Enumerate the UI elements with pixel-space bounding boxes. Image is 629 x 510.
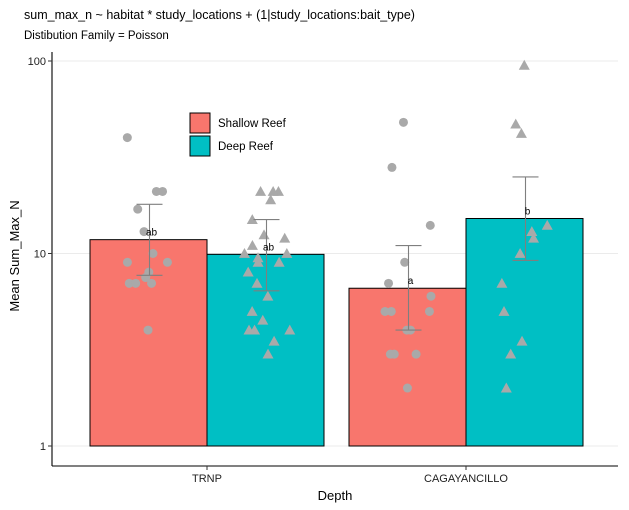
data-point <box>122 133 132 143</box>
data-point <box>516 335 528 346</box>
legend-label: Deep Reef <box>218 141 274 153</box>
data-point <box>515 128 527 138</box>
data-point <box>258 229 270 240</box>
data-point <box>380 306 390 316</box>
data-point <box>144 267 154 277</box>
y-tick-label: 100 <box>28 56 46 68</box>
data-point <box>139 227 149 237</box>
significance-label: ab <box>146 228 158 239</box>
x-tick-label: CAGAYANCILLO <box>424 473 508 485</box>
data-point <box>151 186 161 196</box>
data-point <box>255 185 267 196</box>
x-tick-label: TRNP <box>192 473 222 485</box>
data-point <box>426 291 436 301</box>
plot-area: 1 10 100 TRNP CAGAYANCILLO ab a ab b Shallow Reef… <box>28 52 618 485</box>
data-point <box>242 266 254 277</box>
data-point <box>518 59 530 70</box>
data-point <box>267 185 279 196</box>
data-point <box>257 314 269 325</box>
data-point <box>398 117 408 127</box>
bar <box>206 253 325 447</box>
data-point <box>402 383 412 393</box>
data-point <box>424 306 434 316</box>
data-point <box>131 278 141 288</box>
significance-label: a <box>408 276 414 287</box>
data-point <box>122 257 132 267</box>
data-point <box>148 249 158 258</box>
data-point <box>279 232 291 243</box>
legend-label: Shallow Reef <box>218 118 287 130</box>
data-point <box>385 349 395 359</box>
data-point <box>143 325 153 335</box>
significance-label: ab <box>263 242 275 253</box>
data-point <box>158 186 168 196</box>
data-point <box>246 240 258 250</box>
data-point <box>496 277 508 288</box>
data-point <box>252 252 264 263</box>
data-point <box>510 118 522 129</box>
data-point <box>246 214 258 225</box>
data-point <box>526 226 538 236</box>
y-tick-label: 1 <box>40 441 46 453</box>
x-axis-title: Depth <box>318 488 353 503</box>
chart-subtitle: Distibution Family = Poisson <box>24 30 169 42</box>
legend: Shallow Reef Deep Reef <box>189 112 287 157</box>
y-axis-title: Mean Sum_Max_N <box>7 200 22 311</box>
data-point <box>262 290 274 301</box>
data-point <box>411 349 421 359</box>
data-point <box>500 382 512 393</box>
data-point <box>284 324 296 335</box>
data-point <box>251 277 263 288</box>
legend-key <box>189 112 211 134</box>
data-point <box>384 278 394 288</box>
data-point <box>268 335 280 346</box>
data-point <box>541 219 553 230</box>
data-point <box>246 305 258 316</box>
data-point <box>514 248 526 258</box>
data-point <box>273 256 285 267</box>
data-point <box>528 232 540 243</box>
data-point <box>262 348 274 359</box>
data-point <box>281 248 293 258</box>
significance-label: b <box>525 206 531 217</box>
data-point <box>238 248 250 258</box>
bar <box>465 217 584 447</box>
data-point <box>147 278 157 288</box>
data-point <box>124 278 134 288</box>
bar <box>348 287 467 447</box>
data-point <box>387 162 397 172</box>
data-point <box>498 305 510 316</box>
data-point <box>400 257 410 267</box>
chart-title: sum_max_n ~ habitat * study_locations + … <box>24 8 415 22</box>
data-point <box>162 257 172 267</box>
y-tick-label: 10 <box>34 249 46 261</box>
data-point <box>425 220 435 230</box>
data-point <box>133 204 143 214</box>
data-point <box>265 194 277 205</box>
legend-key <box>189 135 211 157</box>
data-point <box>243 324 255 335</box>
data-point <box>505 348 517 359</box>
data-point <box>386 306 396 316</box>
